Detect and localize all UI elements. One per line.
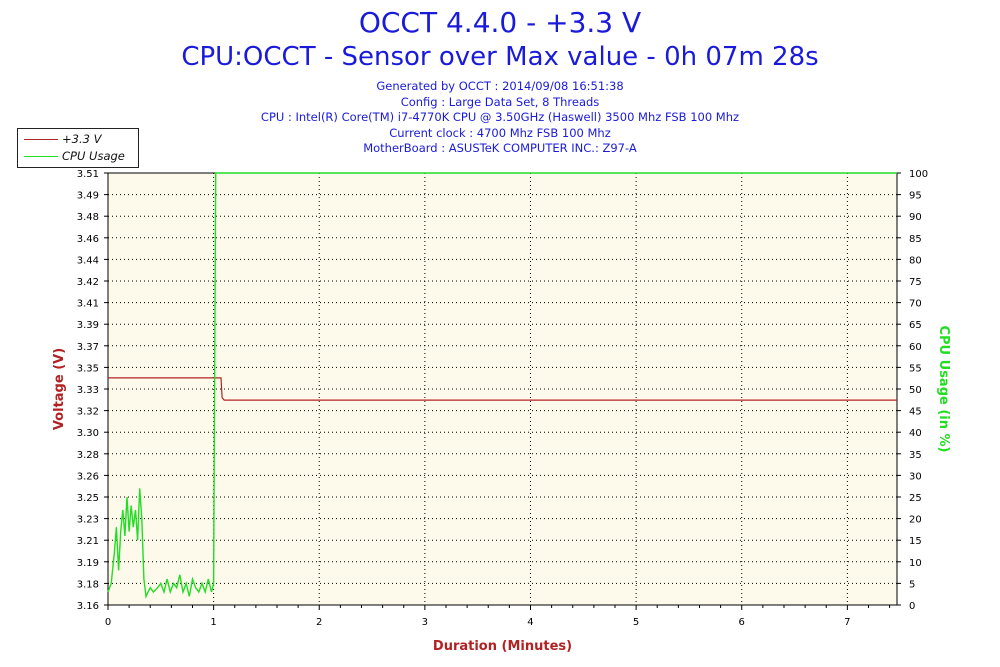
y2-tick-label: 35 bbox=[909, 450, 922, 461]
y2-tick-label: 75 bbox=[909, 277, 922, 288]
series-line-cpu-usage bbox=[107, 172, 897, 599]
legend-label-cpu: CPU Usage bbox=[62, 149, 125, 163]
info-cpu: CPU : Intel(R) Core(TM) i7-4770K CPU @ 3… bbox=[260, 110, 740, 124]
y-tick-label: 3.33 bbox=[77, 385, 99, 396]
chart-subtitle: CPU:OCCT - Sensor over Max value - 0h 07… bbox=[181, 42, 819, 72]
y2-tick-label: 0 bbox=[909, 601, 915, 612]
plot-area bbox=[108, 173, 897, 605]
legend-item-voltage: +3.3 V bbox=[18, 131, 138, 147]
y2-tick-label: 10 bbox=[909, 558, 922, 569]
y-tick-label: 3.18 bbox=[77, 579, 99, 590]
y-tick-label: 3.26 bbox=[77, 471, 99, 482]
y-tick-label: 3.49 bbox=[77, 191, 99, 202]
x-tick-label: 6 bbox=[739, 617, 745, 628]
y-tick-label: 3.23 bbox=[77, 515, 99, 526]
legend-swatch-cpu bbox=[24, 156, 58, 157]
info-generated: Generated by OCCT : 2014/09/08 16:51:38 bbox=[376, 79, 624, 93]
y2-tick-label: 55 bbox=[909, 363, 922, 374]
legend-label-voltage: +3.3 V bbox=[62, 132, 102, 146]
y2-tick-label: 95 bbox=[909, 191, 922, 202]
y2-tick-label: 60 bbox=[909, 342, 922, 353]
legend-swatch-voltage bbox=[24, 139, 58, 140]
y-tick-label: 3.37 bbox=[77, 342, 99, 353]
info-clock: Current clock : 4700 Mhz FSB 100 Mhz bbox=[389, 126, 611, 140]
y-tick-label: 3.21 bbox=[77, 536, 99, 547]
x-tick-label: 5 bbox=[633, 617, 639, 628]
y2-tick-label: 50 bbox=[909, 385, 922, 396]
y-tick-label: 3.19 bbox=[77, 558, 99, 569]
x-axis-title: Duration (Minutes) bbox=[433, 639, 572, 654]
y-tick-label: 3.41 bbox=[77, 299, 99, 310]
y-tick-label: 3.39 bbox=[77, 320, 99, 331]
y2-tick-label: 25 bbox=[909, 493, 922, 504]
x-tick-label: 2 bbox=[316, 617, 322, 628]
y-tick-label: 3.25 bbox=[77, 493, 99, 504]
y-tick-label: 3.44 bbox=[77, 255, 99, 266]
y-tick-label: 3.42 bbox=[77, 277, 99, 288]
y-tick-label: 3.32 bbox=[77, 407, 99, 418]
info-motherboard: MotherBoard : ASUSTeK COMPUTER INC.: Z97… bbox=[363, 141, 637, 155]
y2-tick-label: 45 bbox=[909, 407, 922, 418]
y2-tick-label: 80 bbox=[909, 255, 922, 266]
y2-axis-title: CPU Usage (in %) bbox=[936, 325, 951, 452]
y2-tick-label: 15 bbox=[909, 536, 922, 547]
y2-tick-label: 65 bbox=[909, 320, 922, 331]
y-tick-label: 3.51 bbox=[77, 169, 99, 180]
y2-tick-label: 30 bbox=[909, 471, 922, 482]
legend-item-cpu: CPU Usage bbox=[18, 148, 138, 164]
x-tick-label: 0 bbox=[105, 617, 111, 628]
chart-legend: +3.3 V CPU Usage bbox=[17, 128, 139, 168]
y-tick-label: 3.28 bbox=[77, 450, 99, 461]
y-tick-label: 3.30 bbox=[77, 428, 99, 439]
chart-title: OCCT 4.4.0 - +3.3 V bbox=[358, 6, 642, 39]
x-tick-label: 4 bbox=[527, 617, 533, 628]
y2-tick-label: 40 bbox=[909, 428, 922, 439]
y2-tick-label: 70 bbox=[909, 299, 922, 310]
y2-tick-label: 20 bbox=[909, 515, 922, 526]
y-tick-label: 3.48 bbox=[77, 212, 99, 223]
y-tick-label: 3.35 bbox=[77, 363, 99, 374]
y2-tick-label: 90 bbox=[909, 212, 922, 223]
info-config: Config : Large Data Set, 8 Threads bbox=[400, 95, 600, 109]
y2-tick-label: 85 bbox=[909, 234, 922, 245]
y2-tick-label: 100 bbox=[909, 169, 928, 180]
series-line-voltage bbox=[108, 377, 897, 401]
y-tick-label: 3.46 bbox=[77, 234, 99, 245]
x-tick-label: 7 bbox=[844, 617, 850, 628]
y2-tick-label: 5 bbox=[909, 579, 915, 590]
x-tick-label: 3 bbox=[422, 617, 428, 628]
y-axis-title: Voltage (V) bbox=[52, 348, 67, 430]
y-tick-label: 3.16 bbox=[77, 601, 99, 612]
x-tick-label: 1 bbox=[210, 617, 216, 628]
